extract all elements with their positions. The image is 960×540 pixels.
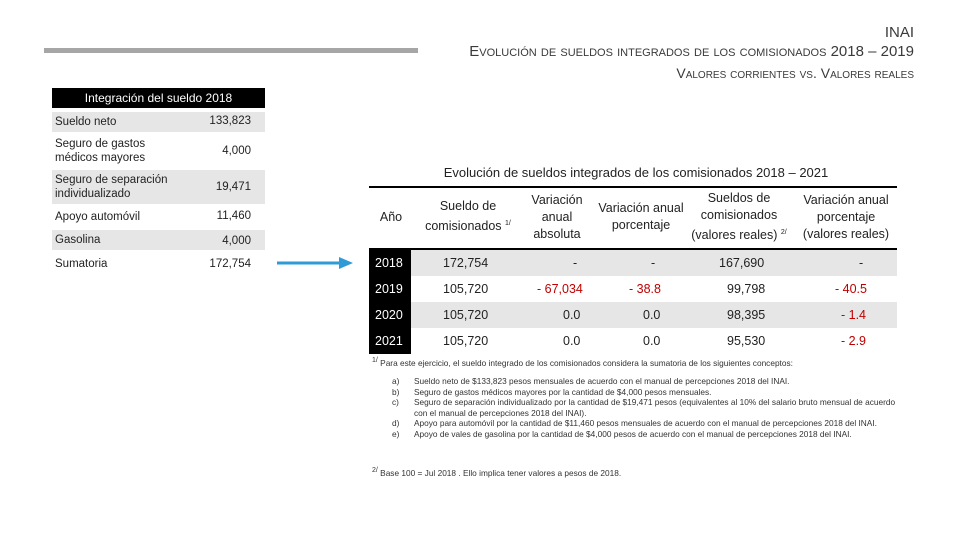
row-label: Gasolina bbox=[55, 234, 101, 246]
salary-integration-table: Integración del sueldo 2018 Sueldo neto … bbox=[52, 88, 265, 270]
table-row: Seguro de separación individualizado 19,… bbox=[52, 170, 265, 204]
row-label: Seguro de separación individualizado bbox=[55, 174, 168, 200]
cell-var-pct: 0.0 bbox=[643, 308, 661, 322]
cell-salary: 105,720 bbox=[443, 334, 489, 348]
cell-var-real: - 2.9 bbox=[841, 334, 867, 348]
cell-var-pct: - 38.8 bbox=[629, 282, 661, 296]
table-row: 2019 105,720 - 67,034 - 38.8 99,798 - 40… bbox=[369, 276, 897, 302]
table-rule bbox=[369, 248, 897, 250]
row-label: Apoyo automóvil bbox=[55, 211, 141, 223]
table-header: Año Sueldo de comisionados 1/ Variación … bbox=[369, 186, 897, 248]
table-row: Sueldo neto 133,823 bbox=[52, 112, 265, 132]
row-value: 19,471 bbox=[215, 181, 251, 193]
row-value: 4,000 bbox=[222, 235, 251, 247]
footnote-1: 1/ Para este ejercicio, el sueldo integr… bbox=[372, 357, 793, 368]
list-item: b) Seguro de gastos médicos mayores por l… bbox=[392, 386, 712, 397]
cell-var-abs: - 67,034 bbox=[537, 282, 583, 296]
cell-var-abs: - bbox=[573, 256, 578, 270]
list-item: d) Apoyo para automóvil por la cantidad d… bbox=[392, 418, 877, 428]
list-item: a) Sueldo neto de $133,823 pesos mensuale… bbox=[392, 376, 790, 386]
col-header-year: Año bbox=[379, 209, 403, 224]
row-value: 133,823 bbox=[209, 115, 251, 127]
table-row: Gasolina 4,000 bbox=[52, 230, 265, 250]
salary-integration-title: Integración del sueldo 2018 bbox=[52, 88, 265, 108]
header-divider-bar bbox=[44, 48, 418, 53]
table-row: Seguro de gastos médicos mayores 4,000 bbox=[52, 134, 265, 168]
table-row-total: Sumatoria 172,754 bbox=[52, 252, 265, 274]
cell-year: 2019 bbox=[369, 276, 411, 302]
cell-var-pct: 0.0 bbox=[643, 334, 661, 348]
row-label: Seguro de gastos médicos mayores bbox=[55, 138, 146, 164]
table-row: 2018 172,754 - - 167,690 - bbox=[369, 250, 897, 276]
row-label: Sumatoria bbox=[55, 258, 108, 270]
cell-var-real: - bbox=[859, 256, 864, 270]
header-org: INAI bbox=[884, 24, 914, 41]
right-arrow-icon bbox=[277, 257, 353, 269]
cell-var-real: - 1.4 bbox=[841, 308, 867, 322]
cell-real: 98,395 bbox=[727, 308, 766, 322]
cell-var-real: - 40.5 bbox=[835, 282, 867, 296]
cell-var-abs: 0.0 bbox=[563, 334, 581, 348]
table-rule bbox=[369, 186, 897, 188]
col-header-real: Sueldos de comisionados (valores reales)… bbox=[691, 190, 787, 243]
table-row: 2020 105,720 0.0 0.0 98,395 - 1.4 bbox=[369, 302, 897, 328]
list-item: c) Seguro de separación individualizado p… bbox=[392, 397, 896, 418]
col-header-var-pct: Variación anual porcentaje bbox=[598, 201, 684, 232]
cell-real: 95,530 bbox=[727, 334, 766, 348]
cell-year: 2021 bbox=[369, 328, 411, 354]
col-header-salary: Sueldo de comisionados 1/ bbox=[425, 199, 511, 234]
row-value: 11,460 bbox=[216, 210, 251, 222]
cell-var-pct: - bbox=[651, 256, 656, 270]
col-header-var-real: Variación anual porcentaje (valores real… bbox=[802, 192, 890, 241]
page-title: Evolución de sueldos integrados de los c… bbox=[469, 43, 914, 60]
table-row: 2021 105,720 0.0 0.0 95,530 - 2.9 bbox=[369, 328, 897, 354]
list-item: e) Apoyo de vales de gasolina por la cant… bbox=[392, 428, 852, 439]
footnote-list: a) Sueldo neto de $133,823 pesos mensuale… bbox=[392, 376, 902, 439]
cell-real: 167,690 bbox=[719, 256, 765, 270]
page-subtitle: Valores corrientes vs. Valores reales bbox=[676, 65, 914, 81]
cell-real: 99,798 bbox=[727, 282, 766, 296]
cell-var-abs: 0.0 bbox=[563, 308, 581, 322]
evolution-table-title: Evolución de sueldos integrados de los c… bbox=[443, 165, 829, 180]
cell-salary: 172,754 bbox=[443, 256, 489, 270]
row-value: 4,000 bbox=[222, 145, 251, 157]
row-value: 172,754 bbox=[209, 258, 251, 270]
col-header-var-abs: Variación anual absoluta bbox=[531, 192, 583, 241]
cell-year: 2020 bbox=[369, 302, 411, 328]
cell-salary: 105,720 bbox=[443, 282, 489, 296]
row-label: Sueldo neto bbox=[55, 116, 117, 128]
footnote-2: 2/ Base 100 = Jul 2018 . Ello implica te… bbox=[372, 467, 622, 478]
table-row: Apoyo automóvil 11,460 bbox=[52, 206, 265, 228]
cell-salary: 105,720 bbox=[443, 308, 489, 322]
cell-year: 2018 bbox=[369, 250, 411, 276]
